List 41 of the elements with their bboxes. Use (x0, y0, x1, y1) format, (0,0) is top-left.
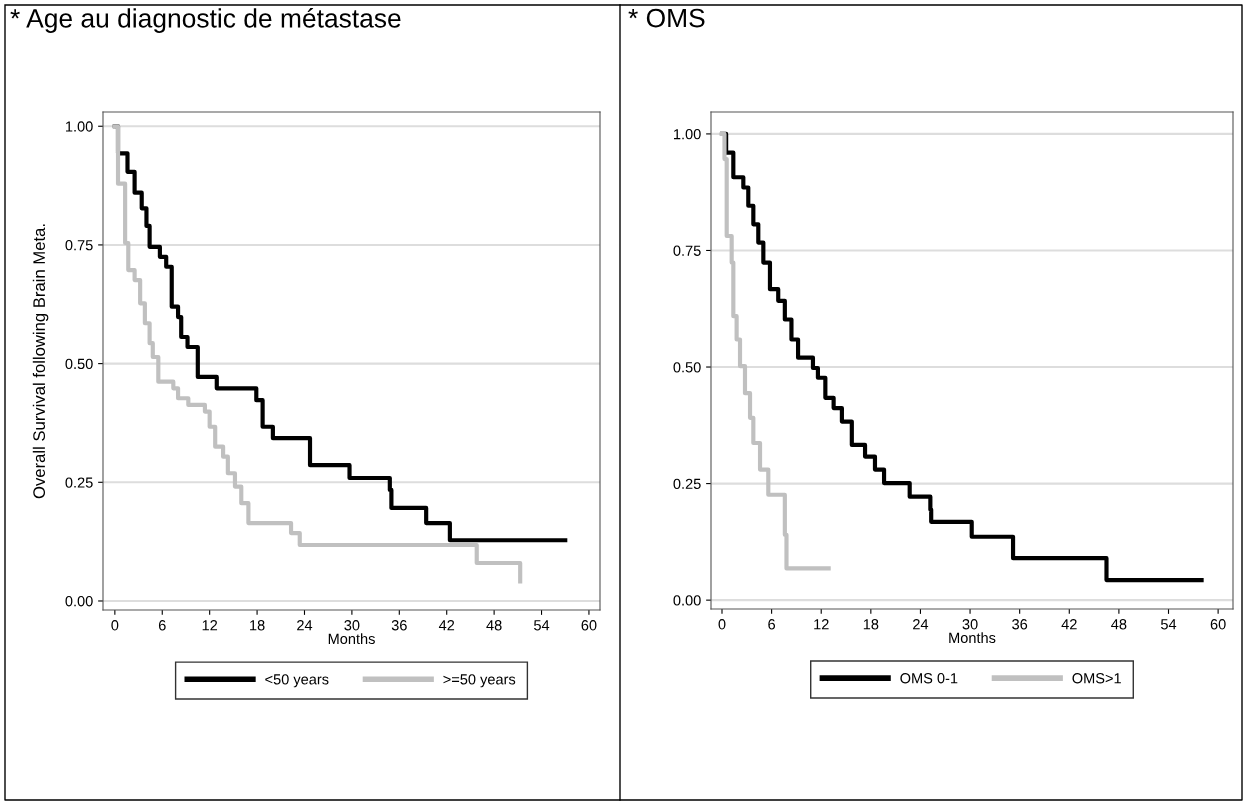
y-tick-label: 1.00 (66, 121, 93, 132)
x-tick-label: 60 (581, 620, 597, 631)
x-tick-label: 0 (718, 619, 726, 630)
x-tick-label: 48 (486, 620, 502, 631)
x-tick-label: 36 (391, 620, 407, 631)
y-tick-label: 0.00 (65, 596, 93, 607)
x-tick-label: 6 (768, 619, 776, 630)
x-tick-label: 24 (297, 620, 313, 631)
y-tick-label: 0.00 (673, 595, 701, 606)
x-tick-label: 54 (1160, 619, 1177, 630)
x-tick-label: 42 (438, 620, 455, 631)
x-tick-label: 30 (344, 620, 360, 631)
y-tick-label: 1.00 (674, 129, 701, 140)
x-tick-label: 60 (1210, 619, 1226, 630)
y-tick-label: 0.25 (65, 477, 93, 488)
y-tick-label: 0.25 (673, 478, 701, 490)
y-tick-label: 0.75 (673, 245, 701, 256)
x-tick-label: 0 (111, 620, 119, 631)
x-tick-label: 54 (534, 620, 550, 631)
x-tick-label: 6 (158, 620, 166, 631)
x-axis-title: Months (328, 633, 375, 645)
x-tick-label: 24 (913, 619, 929, 630)
x-tick-label: 12 (814, 619, 829, 630)
x-tick-label: 36 (1012, 619, 1028, 630)
legend-label: OMS 0-1 (900, 673, 958, 684)
y-axis-title: Overall Survival following Brain Meta. (32, 224, 49, 499)
y-tick-label: 0.50 (673, 362, 701, 373)
x-tick-label: 42 (1061, 619, 1077, 630)
y-tick-label: 0.50 (65, 358, 93, 370)
legend-label: OMS>1 (1072, 673, 1121, 684)
legend-label: <50 years (265, 674, 329, 688)
chart-title: * OMS (628, 8, 705, 28)
legend-label: >=50 years (443, 674, 516, 688)
x-axis-title: Months (949, 632, 996, 644)
x-tick-label: 12 (202, 620, 218, 631)
x-tick-label: 18 (250, 620, 265, 631)
y-tick-label: 0.75 (65, 240, 93, 251)
x-tick-label: 30 (962, 619, 978, 630)
x-tick-label: 48 (1111, 619, 1127, 630)
chart-title: * Age au diagnostic de métastase (10, 8, 401, 33)
x-tick-label: 18 (863, 619, 879, 630)
